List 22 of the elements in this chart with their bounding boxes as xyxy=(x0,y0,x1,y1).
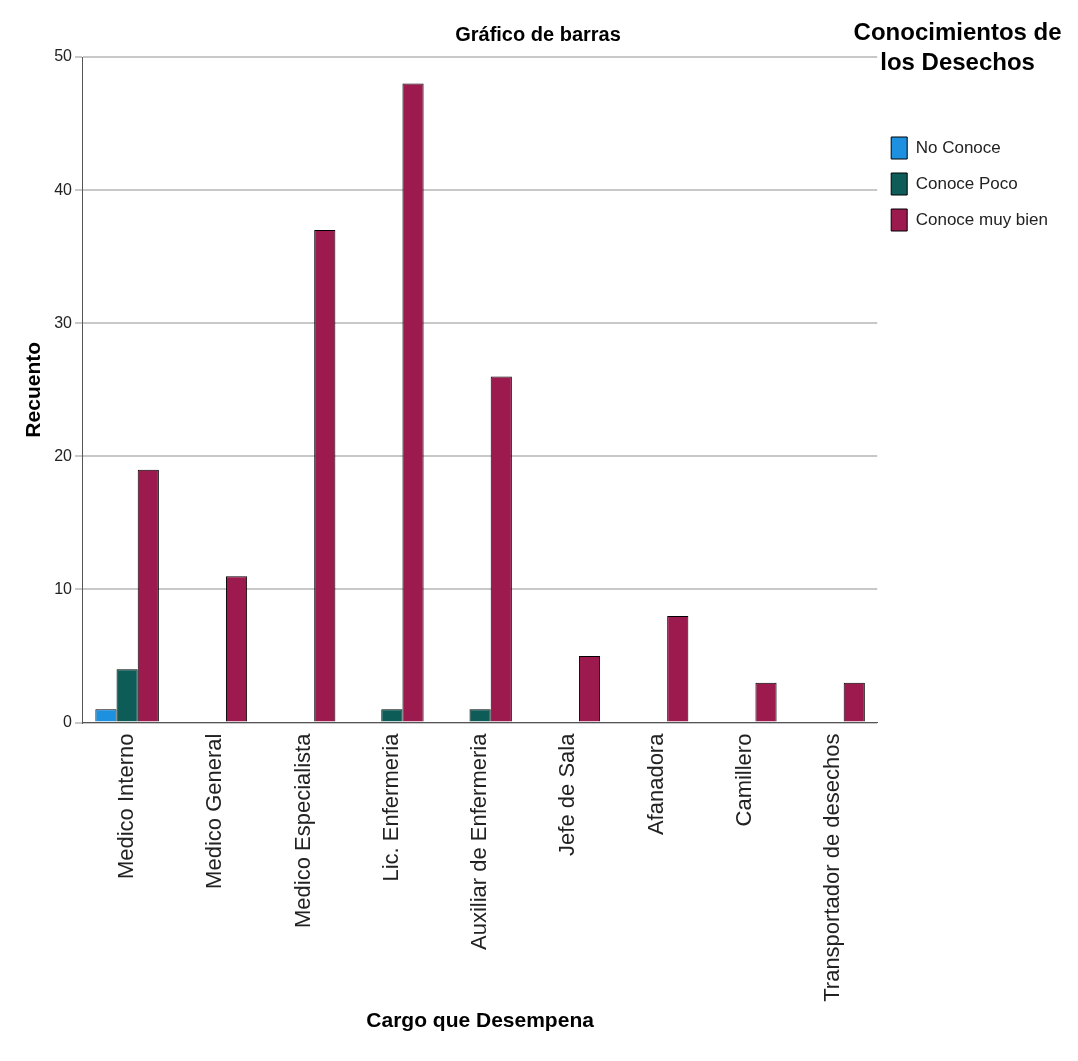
x-tick-label: Lic. Enfermeria xyxy=(377,732,403,882)
legend-title: Conocimientos de los Desechos xyxy=(852,17,1063,77)
x-tick-label: Camillero xyxy=(730,733,756,827)
x-tick-label: Medico Especialista xyxy=(289,732,315,929)
chart-title: Gráfico de barras xyxy=(455,22,621,45)
y-tick-label: 40 xyxy=(54,180,73,198)
x-tick-label: Afanadora xyxy=(642,732,668,836)
x-tick-label: Auxiliar de Enfermeria xyxy=(466,732,492,951)
x-tick-label: Jefe de Sala xyxy=(554,732,580,856)
x-tick-label: Medico Interno xyxy=(113,733,139,880)
y-tick-label: 30 xyxy=(54,313,73,331)
legend-label: No Conoce xyxy=(915,137,1001,157)
x-tick-label: Medico General xyxy=(201,733,227,889)
y-axis-title: Recuento xyxy=(21,341,45,438)
y-tick-label: 50 xyxy=(54,47,73,65)
legend-label: Conoce muy bien xyxy=(915,209,1049,229)
legend-label: Conoce Poco xyxy=(915,173,1018,193)
x-axis-title: Cargo que Desempena xyxy=(366,1008,595,1032)
y-tick-label: 20 xyxy=(54,446,73,464)
y-tick-label: 10 xyxy=(54,579,73,597)
x-tick-label: Transportador de desechos xyxy=(819,733,845,1002)
y-tick-label: 0 xyxy=(63,712,73,730)
